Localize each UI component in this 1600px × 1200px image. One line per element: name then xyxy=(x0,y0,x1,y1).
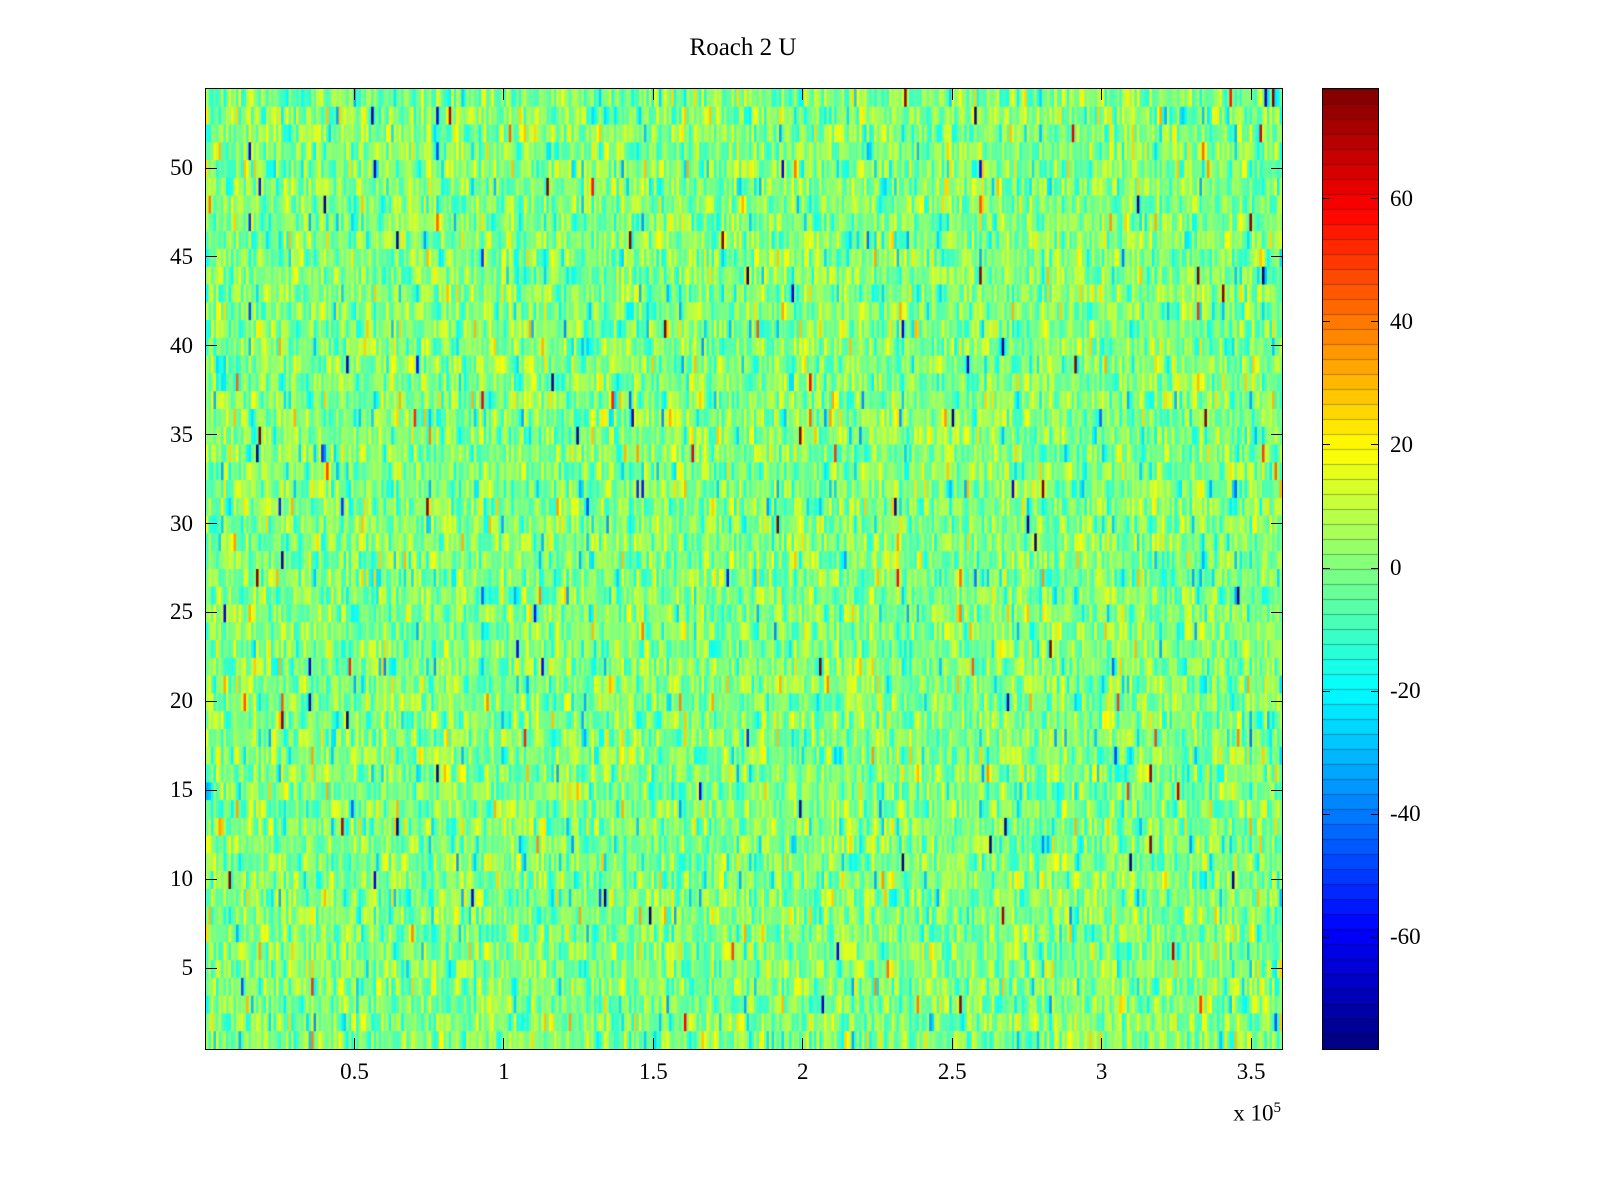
x-tick-top xyxy=(652,89,654,100)
y-tick-right xyxy=(1271,967,1282,969)
y-tick-left xyxy=(206,700,217,702)
y-tick-right xyxy=(1271,878,1282,880)
colorbar-tick xyxy=(1371,198,1378,200)
colorbar xyxy=(1322,88,1379,1050)
x-axis-exponent-label: x 105 xyxy=(1151,1100,1281,1127)
y-tick-label: 50 xyxy=(170,155,193,180)
x-tick-label: 2.5 xyxy=(937,1059,967,1084)
y-tick-right xyxy=(1271,434,1282,436)
y-tick-label: 15 xyxy=(170,777,193,803)
colorbar-tick-left xyxy=(1323,936,1330,938)
y-tick-right xyxy=(1271,523,1282,525)
colorbar-tick xyxy=(1371,444,1378,446)
colorbar-canvas xyxy=(1323,89,1378,1049)
x-tick-label: 0.5 xyxy=(340,1059,369,1084)
colorbar-tick-label: 20 xyxy=(1390,431,1413,457)
x-tick-bottom xyxy=(1250,1038,1252,1049)
colorbar-tick-label: -20 xyxy=(1390,678,1421,704)
y-tick-label: 25 xyxy=(170,599,193,625)
y-tick-label: 40 xyxy=(170,332,193,358)
y-tick-left xyxy=(206,167,217,169)
x-tick-top xyxy=(802,89,804,100)
x-tick-top xyxy=(503,89,505,100)
x-tick-label: 1.5 xyxy=(638,1059,668,1084)
x-tick-bottom xyxy=(1101,1038,1103,1049)
x-tick-top xyxy=(951,89,953,100)
colorbar-tick xyxy=(1371,690,1378,692)
colorbar-tick xyxy=(1371,321,1378,323)
x-tick-top xyxy=(1101,89,1103,100)
colorbar-tick-label: 40 xyxy=(1390,308,1413,334)
y-tick-left xyxy=(206,434,217,436)
y-tick-right xyxy=(1271,256,1282,258)
colorbar-tick-label: -60 xyxy=(1390,924,1421,950)
colorbar-tick-left xyxy=(1323,321,1330,323)
y-tick-left xyxy=(206,256,217,258)
colorbar-tick-left xyxy=(1323,690,1330,692)
heatmap-canvas xyxy=(206,89,1282,1049)
y-tick-left xyxy=(206,345,217,347)
x-tick-top xyxy=(1250,89,1252,100)
y-tick-label: 35 xyxy=(170,421,193,447)
x-tick-bottom xyxy=(503,1038,505,1049)
colorbar-tick-left xyxy=(1323,567,1330,569)
colorbar-tick xyxy=(1371,567,1378,569)
y-tick-right xyxy=(1271,611,1282,613)
colorbar-tick-label: 60 xyxy=(1390,185,1413,211)
x-tick-bottom xyxy=(353,1038,355,1049)
x-tick-bottom xyxy=(652,1038,654,1049)
x-exponent-prefix: x 10 xyxy=(1233,1100,1274,1126)
y-tick-left xyxy=(206,523,217,525)
x-tick-label: 2 xyxy=(797,1059,809,1084)
y-tick-right xyxy=(1271,700,1282,702)
y-tick-right xyxy=(1271,345,1282,347)
x-tick-bottom xyxy=(951,1038,953,1049)
y-tick-label: 10 xyxy=(170,866,193,892)
colorbar-tick-left xyxy=(1323,198,1330,200)
x-tick-top xyxy=(353,89,355,100)
colorbar-tick xyxy=(1371,813,1378,815)
x-tick-label: 1 xyxy=(498,1059,510,1084)
chart-title: Roach 2 U xyxy=(689,34,797,61)
y-tick-left xyxy=(206,789,217,791)
x-exponent-value: 5 xyxy=(1273,1100,1282,1116)
y-tick-left xyxy=(206,878,217,880)
x-tick-label: 3 xyxy=(1095,1059,1108,1084)
y-tick-label: 20 xyxy=(170,688,193,714)
y-tick-label: 30 xyxy=(170,510,193,536)
x-tick-label: 3.5 xyxy=(1236,1059,1266,1084)
y-tick-right xyxy=(1271,789,1282,791)
y-tick-left xyxy=(206,967,217,969)
colorbar-tick-left xyxy=(1323,813,1330,815)
colorbar-tick xyxy=(1371,936,1378,938)
y-tick-left xyxy=(206,611,217,613)
y-tick-label: 5 xyxy=(181,955,194,980)
heatmap-plot-area xyxy=(205,88,1283,1050)
colorbar-tick-label: 0 xyxy=(1390,555,1402,580)
x-tick-bottom xyxy=(802,1038,804,1049)
colorbar-tick-left xyxy=(1323,444,1330,446)
colorbar-tick-label: -40 xyxy=(1390,801,1421,827)
y-tick-label: 45 xyxy=(170,243,193,269)
y-tick-right xyxy=(1271,167,1282,169)
